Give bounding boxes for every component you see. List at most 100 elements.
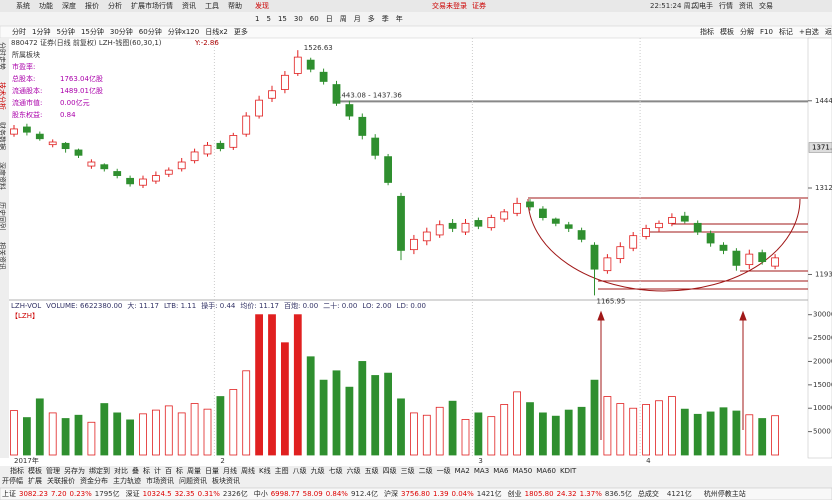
top-button[interactable]: 交易 (759, 1, 773, 10)
bottom-tab[interactable]: MA50 (512, 467, 532, 475)
tool-button[interactable]: +自选 (799, 27, 819, 36)
period-button[interactable]: 1 (255, 15, 259, 23)
volume-bar (564, 409, 573, 456)
bottom-tab[interactable]: KDIT (560, 467, 577, 475)
status-item: 0.84% (326, 490, 349, 498)
period-tab[interactable]: 日线x2 (205, 27, 228, 36)
period-button[interactable]: 5 (266, 15, 270, 23)
bottom-tab[interactable]: MA60 (536, 467, 556, 475)
period-tab[interactable]: 60分钟 (139, 27, 162, 36)
status-item: 912.4亿 (351, 489, 378, 498)
side-tab[interactable]: 深度资料 (0, 162, 7, 190)
bottom-tab[interactable]: 指标 (10, 466, 24, 475)
period-tab[interactable]: 1分钟 (32, 27, 50, 36)
bottom-tab[interactable]: 八级 (293, 466, 307, 475)
tool-button[interactable]: 标记 (779, 27, 793, 36)
volume-bar (719, 407, 728, 456)
volume-bar (422, 414, 431, 456)
period-button[interactable]: 15 (278, 15, 287, 23)
side-tab[interactable]: 相关资讯 (0, 242, 7, 270)
menu-item[interactable]: 深度 (62, 1, 76, 10)
period-button[interactable]: 30 (294, 15, 303, 23)
bottom-tab[interactable]: MA6 (493, 467, 509, 475)
lower-tab[interactable]: 资金分布 (80, 476, 108, 485)
lower-tab[interactable]: 开停幅 (2, 476, 23, 485)
lower-tab[interactable]: 板块资讯 (212, 476, 240, 485)
bottom-tab[interactable]: 二级 (419, 466, 433, 475)
bottom-tab[interactable]: 另存为 (64, 466, 85, 475)
menu-item[interactable]: 帮助 (228, 1, 242, 10)
bottom-tab[interactable]: MA3 (474, 467, 489, 475)
period-tab[interactable]: 分钟x120 (168, 27, 200, 36)
period-button[interactable]: 日 (326, 15, 333, 23)
bottom-tab[interactable]: 百 (165, 467, 172, 475)
bottom-tab[interactable]: 周量 (187, 467, 201, 475)
bottom-tab[interactable]: 六级 (347, 466, 361, 475)
tool-button[interactable]: 返回 (825, 28, 832, 36)
volume-bar (345, 386, 354, 456)
tool-button[interactable]: 模板 (720, 27, 734, 36)
status-item: 10324.5 (143, 490, 172, 498)
menu-item[interactable]: 资讯 (182, 1, 196, 10)
menu-item[interactable]: 报价 (85, 1, 99, 10)
side-tab[interactable]: 历史同列 (0, 202, 7, 230)
period-button[interactable]: 月 (354, 15, 361, 23)
bottom-tab[interactable]: 五级 (365, 466, 379, 475)
lower-tab[interactable]: 扩展 (28, 476, 42, 485)
bottom-tab[interactable]: 标 (176, 466, 183, 475)
bottom-tab[interactable]: 叠 (132, 467, 139, 475)
side-tab[interactable]: 分时走势 (0, 42, 7, 70)
bottom-tab[interactable]: 周线 (241, 466, 255, 475)
candle-body (526, 201, 534, 208)
bottom-tab[interactable]: 计 (154, 466, 161, 475)
bottom-tab[interactable]: 九级 (311, 466, 325, 475)
menu-item[interactable]: 分析 (108, 1, 122, 10)
bottom-tab[interactable]: MA2 (455, 467, 470, 475)
volume-bar (693, 413, 702, 456)
bottom-tab[interactable]: K线 (259, 466, 271, 475)
candle-body (203, 144, 212, 155)
bottom-tab[interactable]: 管理 (46, 466, 60, 475)
side-tab[interactable]: 技术分析 (0, 82, 7, 110)
period-button[interactable]: 年 (396, 14, 403, 23)
period-tab[interactable]: 30分钟 (110, 27, 133, 36)
arrow-head (597, 310, 605, 321)
volume-bar (706, 411, 715, 456)
bottom-tab[interactable]: 绑定到 (89, 466, 110, 475)
bottom-tab[interactable]: 一级 (437, 466, 451, 475)
bottom-tab[interactable]: 七级 (329, 466, 343, 475)
tool-button[interactable]: 指标 (700, 27, 714, 36)
bottom-tab[interactable]: 四级 (383, 466, 397, 475)
lower-tab[interactable]: 市场资讯 (146, 476, 174, 485)
period-tab[interactable]: 5分钟 (56, 27, 74, 36)
bottom-tab[interactable]: 日量 (205, 467, 219, 475)
bottom-tab[interactable]: 月线 (223, 466, 237, 475)
tool-button[interactable]: 分解 (740, 27, 754, 36)
top-button[interactable]: 闪电手 (692, 1, 713, 10)
bottom-tab[interactable]: 标 (143, 466, 150, 475)
top-button[interactable]: 资讯 (739, 1, 753, 10)
bottom-tab[interactable]: 三级 (401, 466, 415, 475)
lower-tab[interactable]: 主力轨迹 (113, 476, 141, 485)
period-button[interactable]: 多 (368, 14, 375, 23)
bottom-tab[interactable]: 模板 (28, 466, 42, 475)
menu-item[interactable]: 扩展市场行情 (131, 1, 173, 10)
period-button[interactable]: 60 (310, 15, 319, 23)
candle-body (564, 224, 573, 229)
bottom-tab[interactable]: 主图 (275, 466, 289, 475)
tool-button[interactable]: F10 (760, 28, 773, 36)
lower-tab[interactable]: 问题资讯 (179, 476, 207, 485)
side-tab[interactable]: 财务数据 (0, 122, 7, 150)
bottom-tab[interactable]: 对比 (114, 466, 128, 475)
menu-item[interactable]: 系统 (16, 1, 30, 10)
menu-item[interactable]: 工具 (205, 2, 219, 10)
period-button[interactable]: 周 (340, 15, 347, 23)
period-tab[interactable]: 分时 (12, 27, 26, 36)
lower-tab[interactable]: 关联报价 (47, 476, 75, 485)
period-button[interactable]: 季 (382, 14, 389, 23)
volume-bar (513, 391, 521, 456)
menu-item[interactable]: 功能 (39, 1, 53, 10)
period-tab[interactable]: 15分钟 (81, 27, 104, 36)
period-tab[interactable]: 更多 (234, 27, 248, 36)
top-button[interactable]: 行情 (719, 1, 733, 10)
